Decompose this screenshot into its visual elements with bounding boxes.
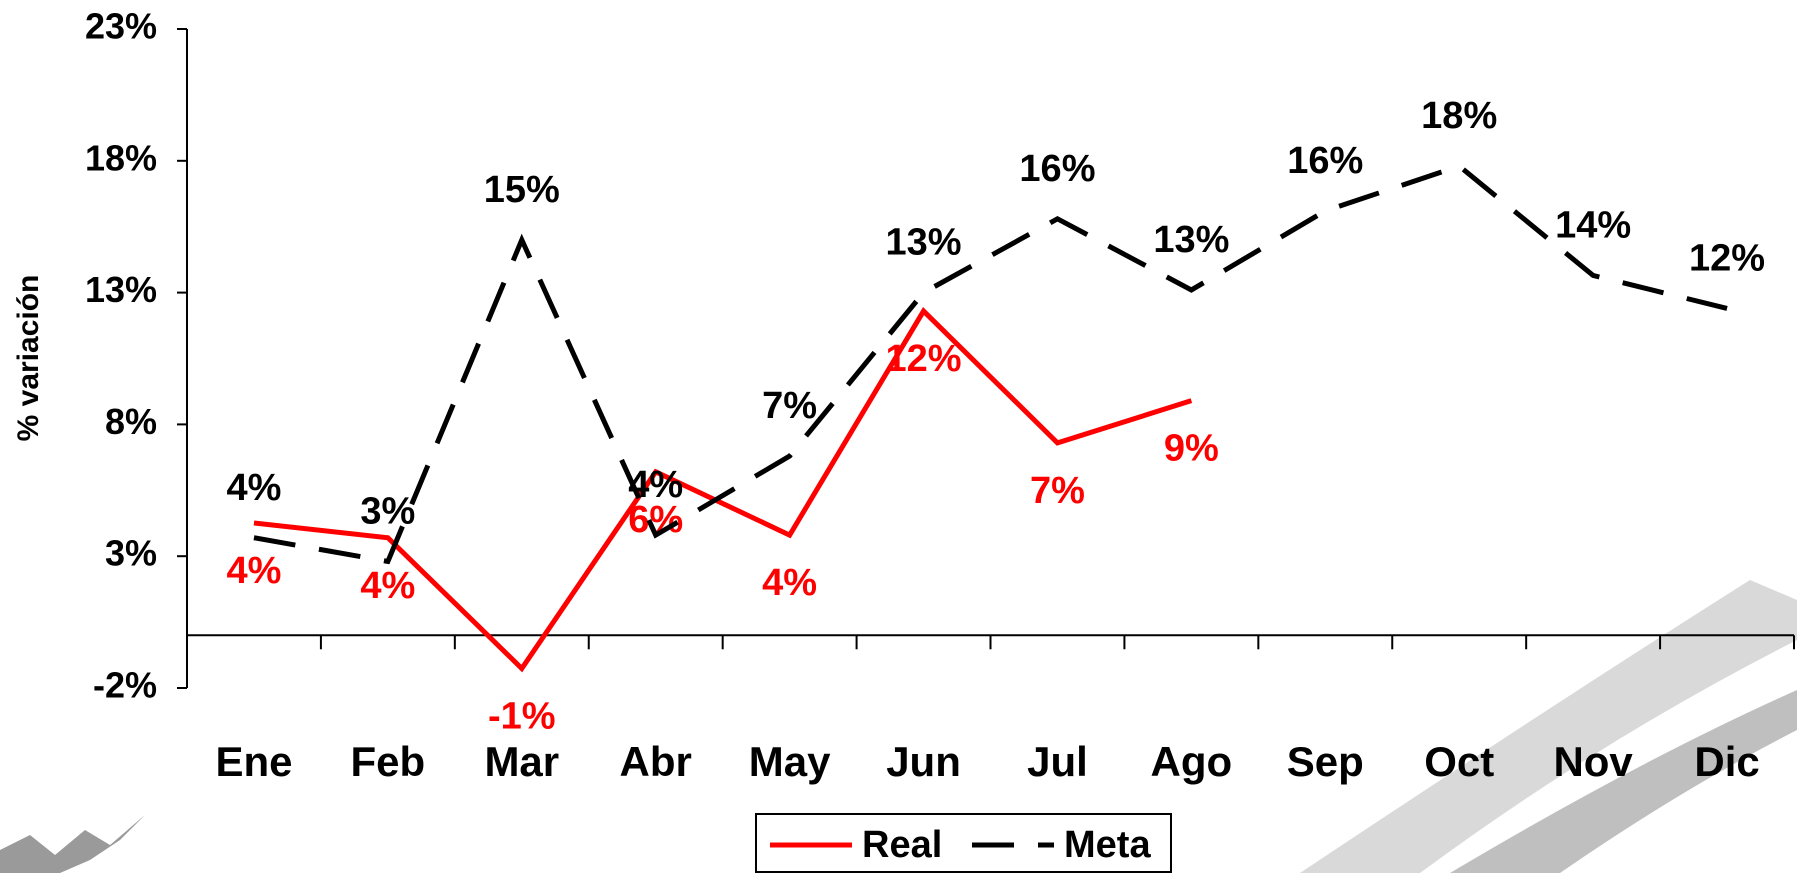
data-label: 15%	[484, 169, 560, 211]
x-tick-label: Dic	[1694, 738, 1759, 785]
data-label: 12%	[1689, 237, 1765, 279]
legend-label: Meta	[1064, 824, 1151, 866]
data-label: 3%	[360, 491, 415, 533]
x-tick-label: Jun	[886, 738, 961, 785]
x-tick-label: Nov	[1553, 738, 1633, 785]
decoration	[0, 580, 1797, 873]
x-tick-label: Mar	[484, 738, 559, 785]
legend-label: Real	[862, 824, 942, 866]
data-label: 7%	[762, 385, 817, 427]
y-tick-label: 3%	[105, 533, 157, 574]
x-tick-label: May	[749, 738, 831, 785]
data-label: 16%	[1287, 140, 1363, 182]
x-tick-label: Jul	[1027, 738, 1088, 785]
data-label: 7%	[1030, 470, 1085, 512]
y-tick-label: -2%	[93, 665, 157, 706]
data-label: 4%	[226, 550, 281, 592]
y-tick-label: 13%	[85, 269, 157, 310]
y-tick-label: 8%	[105, 401, 157, 442]
x-tick-label: Abr	[620, 738, 692, 785]
data-label: 12%	[886, 338, 962, 380]
data-label: 4%	[628, 464, 683, 506]
data-label: 9%	[1164, 428, 1219, 470]
data-label: 13%	[1153, 219, 1229, 261]
x-tick-label: Ene	[215, 738, 292, 785]
y-tick-label: 18%	[85, 137, 157, 178]
line-real	[253, 307, 1193, 673]
data-label: 4%	[226, 467, 281, 509]
x-tick-label: Oct	[1424, 738, 1494, 785]
line-meta	[253, 163, 1728, 565]
data-label: 14%	[1555, 204, 1631, 246]
x-tick-label: Feb	[351, 738, 426, 785]
x-tick-label: Ago	[1151, 738, 1233, 785]
data-label: 4%	[762, 562, 817, 604]
data-label: -1%	[488, 696, 556, 738]
y-axis-label: % variación	[12, 275, 45, 442]
x-tick-label: Sep	[1287, 738, 1364, 785]
y-tick-label: 23%	[85, 6, 157, 47]
data-label: 4%	[360, 565, 415, 607]
data-label: 16%	[1019, 148, 1095, 190]
data-label: 18%	[1421, 95, 1497, 137]
data-label: 13%	[886, 222, 962, 264]
